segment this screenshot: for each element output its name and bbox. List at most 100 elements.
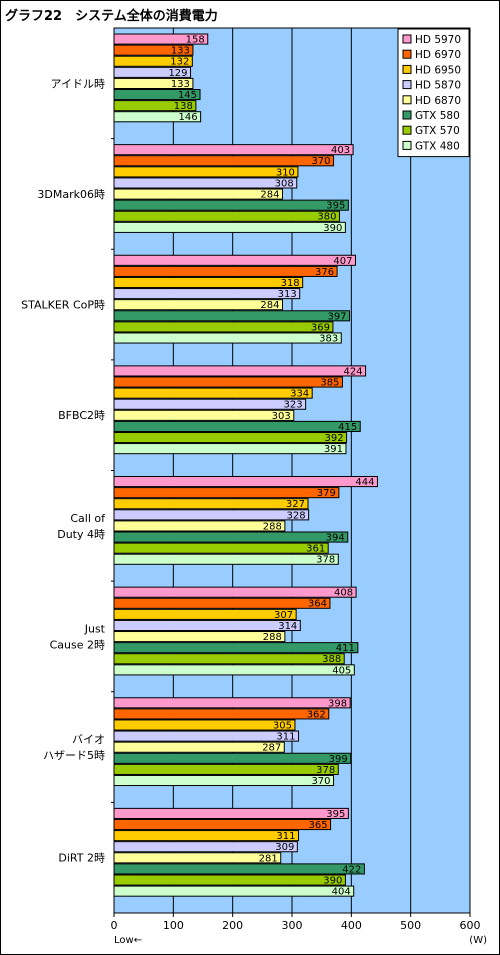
bar (113, 830, 300, 842)
bar (113, 841, 298, 853)
bar (113, 387, 313, 399)
data-label: 313 (278, 289, 297, 300)
bar (113, 885, 355, 897)
data-label: 380 (317, 212, 336, 223)
legend-swatch (402, 64, 412, 74)
data-label: 129 (168, 68, 187, 79)
bar (113, 863, 365, 875)
legend-label: GTX 480 (415, 140, 460, 152)
data-label: 405 (332, 665, 351, 676)
data-label: 287 (262, 743, 281, 754)
legend-swatch (402, 140, 412, 150)
x-tick-label: 500 (400, 919, 421, 932)
data-label: 284 (260, 190, 279, 201)
bar (113, 166, 299, 178)
data-label: 362 (307, 709, 326, 720)
bar (113, 818, 332, 831)
data-label: 379 (317, 488, 336, 499)
data-label: 392 (324, 433, 343, 444)
data-label: 132 (170, 57, 189, 68)
data-label: 415 (338, 422, 357, 433)
x-tick-label: 400 (341, 919, 362, 932)
bar (113, 376, 343, 388)
bar (113, 288, 301, 300)
data-label: 311 (276, 732, 295, 743)
data-label: 408 (334, 588, 353, 599)
data-label: 404 (332, 887, 351, 898)
bar (113, 332, 342, 344)
data-label: 397 (327, 311, 346, 322)
data-label: 288 (263, 632, 282, 643)
bar (113, 586, 357, 598)
legend-swatch (402, 125, 412, 135)
bar (113, 774, 335, 787)
x-tick-label: 200 (222, 919, 243, 932)
x-tick-label: 100 (163, 919, 184, 932)
data-label: 133 (171, 46, 190, 57)
bar (113, 398, 307, 410)
bar (113, 111, 202, 123)
legend-swatch (402, 49, 412, 59)
category-label: 3DMark06時 (37, 188, 105, 201)
bar (113, 697, 351, 709)
legend-swatch (402, 95, 412, 105)
data-label: 146 (179, 112, 198, 123)
bar (113, 188, 284, 200)
x-tick-label: 0 (111, 919, 118, 932)
bar (113, 476, 378, 488)
data-label: 370 (311, 776, 330, 787)
bar (113, 254, 356, 266)
bar (113, 752, 352, 764)
data-label: 407 (333, 256, 352, 267)
data-label: 334 (290, 389, 309, 400)
bar (113, 299, 284, 311)
legend-swatch (402, 34, 412, 44)
bar (113, 100, 197, 112)
data-label: 361 (306, 544, 325, 555)
bar (113, 631, 286, 643)
data-label: 365 (308, 820, 327, 831)
bar (113, 708, 330, 720)
legend-swatch (402, 110, 412, 120)
data-label: 390 (323, 223, 342, 234)
legend-label: GTX 580 (415, 110, 460, 122)
legend-label: HD 6870 (415, 95, 461, 107)
bar (113, 520, 286, 532)
data-label: 158 (186, 35, 205, 46)
data-label: 284 (260, 300, 279, 311)
data-label: 399 (329, 754, 348, 765)
bar (113, 365, 367, 377)
legend-label: HD 6970 (415, 49, 461, 61)
bar (113, 155, 335, 167)
data-label: 281 (259, 853, 278, 864)
bar (113, 642, 359, 654)
bar (113, 741, 285, 753)
bar (113, 89, 201, 101)
bar (113, 33, 209, 45)
data-label: 318 (281, 278, 300, 289)
bar (113, 310, 351, 322)
x-tick-label: 300 (282, 919, 303, 932)
bar (113, 807, 349, 819)
bar (113, 77, 194, 90)
data-label: 403 (331, 145, 350, 156)
category-label: Cause 2時 (50, 638, 105, 651)
bar (113, 44, 194, 56)
data-label: 390 (323, 875, 342, 886)
bar (113, 498, 309, 510)
data-label: 323 (284, 400, 303, 411)
bar (113, 265, 338, 277)
bar (113, 420, 361, 432)
bar (113, 653, 345, 665)
data-label: 422 (342, 864, 361, 875)
data-label: 385 (320, 377, 339, 388)
data-label: 310 (276, 167, 295, 178)
data-label: 394 (326, 533, 345, 544)
data-label: 311 (276, 831, 295, 842)
data-label: 376 (315, 267, 334, 278)
category-label: バイオ (72, 733, 105, 746)
bar (113, 177, 298, 189)
bar (113, 144, 354, 156)
